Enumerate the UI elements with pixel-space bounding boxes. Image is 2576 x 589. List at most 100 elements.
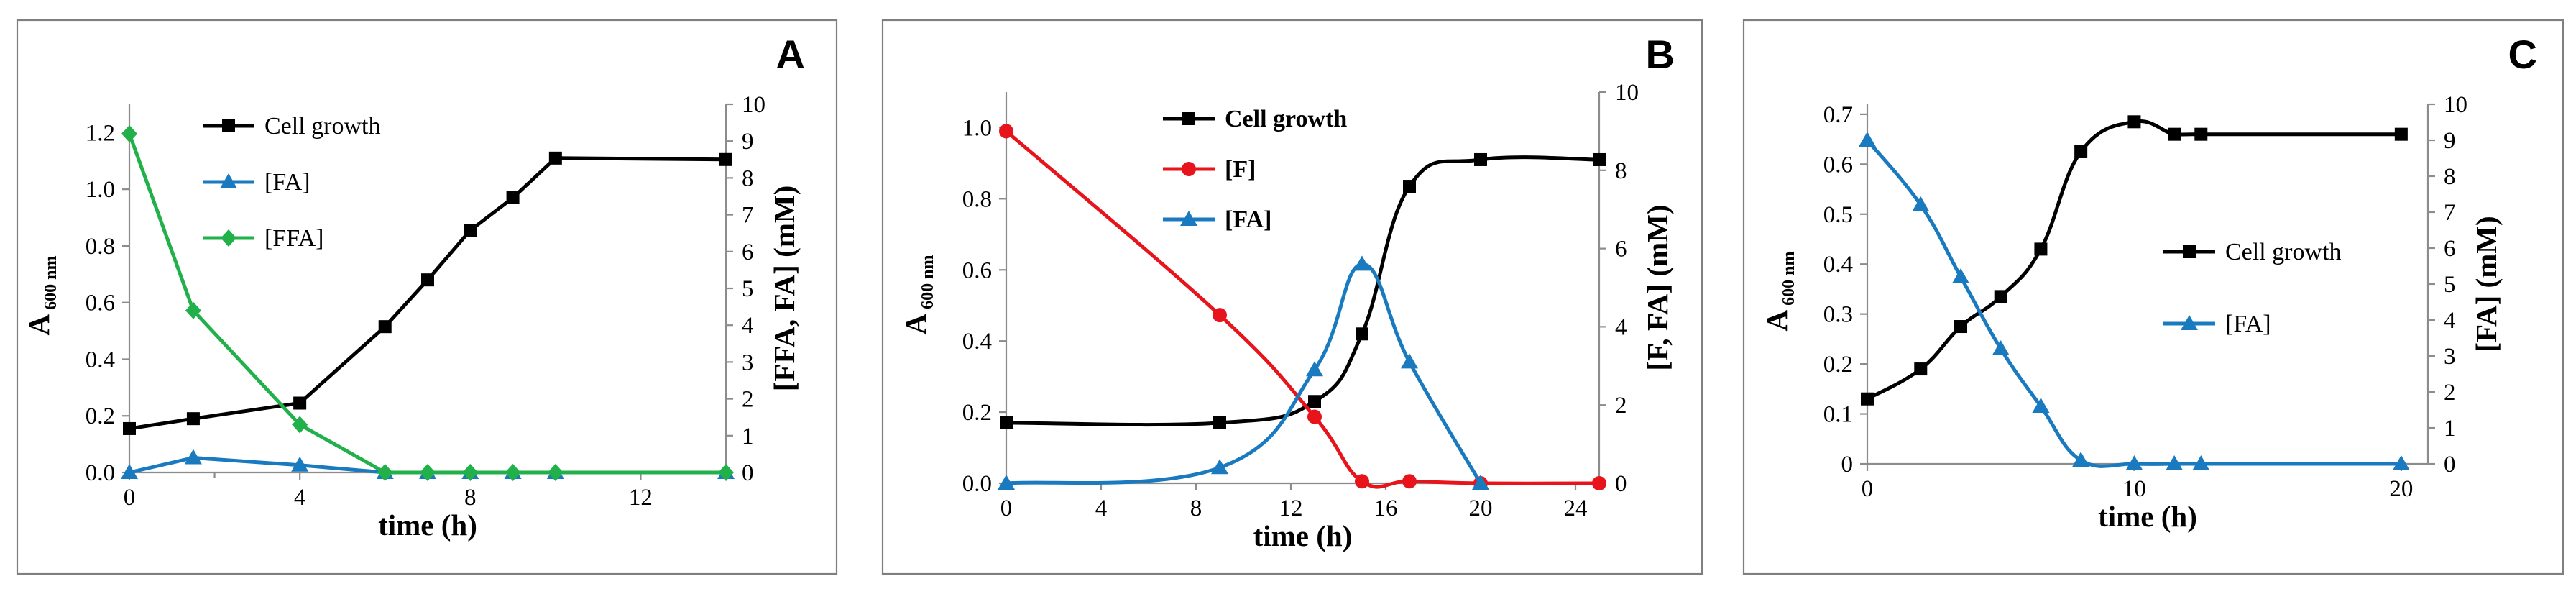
x-tick-label: 8 [1190, 496, 1202, 521]
data-point-f [1402, 474, 1417, 489]
data-point-fa [2125, 455, 2143, 470]
x-tick-label: 20 [1469, 496, 1493, 521]
y-tick-label: 0.7 [1823, 102, 1853, 128]
y2-tick-label: 5 [2444, 272, 2456, 298]
legend-marker [222, 119, 235, 132]
data-point-fa [1912, 196, 1930, 211]
y-axis-title: A 600 nm [899, 255, 937, 335]
legend-label: [FA] [1225, 206, 1271, 233]
x-tick-label: 4 [294, 485, 306, 511]
data-point-ffa [462, 464, 479, 481]
y2-tick-label: 9 [2444, 128, 2456, 154]
data-point-ffa [420, 464, 436, 481]
data-point-f [1592, 476, 1606, 490]
panel-c: C 0 0.1 0.2 0.3 0.4 0.5 0.6 0.7 0 1 2 3 4 5 6 7 8 9 10 0 10 2… [1742, 19, 2564, 575]
y2-axis-title: [F, FA] (mM) [1641, 204, 1674, 370]
data-point-fa [2392, 455, 2410, 470]
y-axis-title: A 600 nm [1760, 252, 1798, 332]
axes: 0 0.1 0.2 0.3 0.4 0.5 0.6 0.7 0 1 2 3 4 5 6 7 8 9 10 0 10 20 t… [1760, 92, 2503, 533]
y2-tick-label: 10 [742, 92, 765, 118]
x-tick-label: 0 [1000, 496, 1013, 521]
data-point-cell-growth [506, 191, 520, 204]
plot-area [998, 124, 1606, 490]
x-tick-label: 12 [1279, 496, 1303, 521]
y-tick-label: 0.1 [1823, 402, 1853, 428]
plot-area [121, 124, 735, 481]
y-tick-label: 0.2 [86, 403, 115, 429]
data-point-cell-growth [378, 320, 392, 334]
legend-marker [1182, 162, 1196, 176]
legend-label: Cell growth [2225, 239, 2341, 265]
panel-a-frame [16, 19, 838, 575]
legend-marker [1180, 211, 1197, 226]
y-axis-title-main: A [22, 314, 55, 335]
data-point-cell-growth [1914, 362, 1928, 376]
data-point-cell-growth [719, 152, 732, 166]
x-axis-title: time (h) [1254, 519, 1353, 552]
data-point-ffa [718, 464, 734, 481]
y2-tick-label: 6 [2444, 236, 2456, 262]
y-tick-label: 0 [1841, 452, 1854, 478]
legend: Cell growth [FA] [FFA] [203, 113, 380, 252]
legend-label: Cell growth [1225, 106, 1347, 132]
y-tick-label: 0.4 [86, 347, 115, 373]
y2-tick-label: 6 [742, 239, 754, 265]
y-axis-title-main: A [899, 313, 932, 334]
data-point-cell-growth [2194, 127, 2208, 141]
data-point-cell-growth [1403, 180, 1416, 193]
y2-tick-label: 5 [742, 276, 754, 302]
panel-a-letter: A [776, 32, 805, 77]
data-point-cell-growth [186, 412, 200, 426]
data-point-f [1355, 474, 1369, 489]
y-tick-label: 0.5 [1823, 202, 1853, 228]
data-point-fa [1211, 459, 1228, 475]
data-point-fa [1992, 340, 2010, 355]
panel-b-letter: B [1646, 32, 1675, 77]
y2-tick-label: 8 [742, 165, 754, 191]
data-point-cell-growth [1474, 152, 1487, 166]
data-point-fa [2032, 398, 2050, 413]
data-point-cell-growth [293, 396, 307, 410]
legend-marker [2181, 315, 2198, 330]
y2-tick-label: 8 [1615, 158, 1627, 184]
y-axis-title: A 600 nm [22, 256, 60, 336]
y-axis-title-sub: 600 nm [919, 255, 937, 309]
y2-tick-label: 6 [1615, 237, 1627, 262]
y-tick-label: 0.6 [1823, 152, 1853, 178]
y2-tick-label: 2 [1615, 393, 1627, 419]
legend-marker [220, 173, 237, 188]
y2-tick-label: 10 [2444, 92, 2467, 118]
y-tick-label: 1.0 [86, 177, 115, 203]
y2-tick-label: 4 [742, 313, 754, 339]
legend-marker [2183, 245, 2196, 258]
data-point-cell-growth [2168, 127, 2181, 141]
data-point-fa [1859, 132, 1876, 147]
series-line-fa [1006, 262, 1483, 485]
y-tick-label: 0.0 [86, 460, 115, 486]
y-axis-title-sub: 600 nm [42, 256, 60, 310]
y-tick-label: 0.3 [1823, 302, 1853, 328]
y-tick-label: 0.4 [962, 329, 992, 355]
y2-tick-label: 9 [742, 129, 754, 155]
legend-label: [F] [1225, 156, 1256, 183]
data-point-f [1307, 409, 1322, 424]
y2-tick-label: 4 [2444, 308, 2456, 334]
data-point-fa [2072, 452, 2090, 467]
y-axis-title-main: A [1760, 309, 1793, 331]
data-point-ffa [292, 416, 308, 434]
data-point-fa [121, 464, 138, 479]
legend-label: [FFA] [264, 225, 324, 252]
data-point-ffa [121, 124, 137, 142]
y2-tick-label: 3 [2444, 344, 2456, 370]
data-point-cell-growth [2034, 242, 2048, 256]
legend-marker [1182, 112, 1195, 125]
y-tick-label: 0.2 [1823, 352, 1853, 378]
y2-axis-title: [FFA, FA] (mM) [768, 186, 801, 391]
y2-tick-label: 7 [742, 203, 754, 229]
data-point-cell-growth [1954, 320, 1967, 334]
data-point-cell-growth [1593, 152, 1606, 166]
